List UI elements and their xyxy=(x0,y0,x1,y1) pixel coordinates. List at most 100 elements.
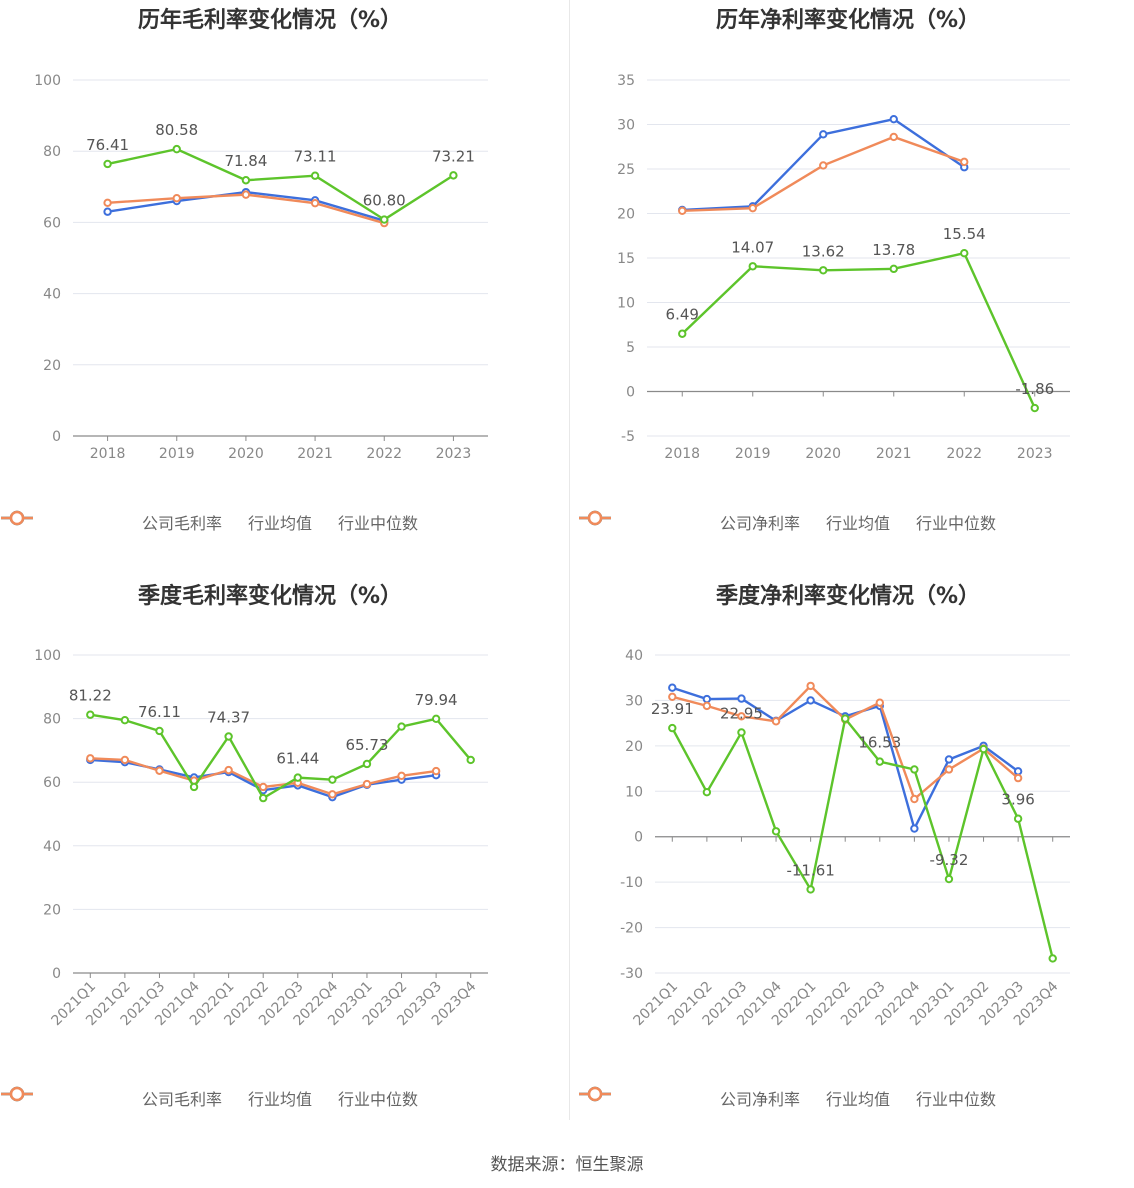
data-point[interactable] xyxy=(889,264,898,274)
data-point[interactable] xyxy=(678,329,687,338)
legend-item[interactable]: 公司净利率 xyxy=(579,1086,800,1110)
legend-item[interactable]: 行业中位数 xyxy=(1,510,418,534)
data-point[interactable] xyxy=(120,715,130,725)
data-point[interactable] xyxy=(1013,767,1023,776)
data-point[interactable] xyxy=(979,744,988,754)
data-point[interactable] xyxy=(910,824,919,833)
data-point[interactable] xyxy=(771,717,781,726)
data-point[interactable] xyxy=(362,759,372,769)
data-point[interactable] xyxy=(1013,773,1023,783)
data-point[interactable] xyxy=(328,775,337,784)
data-point[interactable] xyxy=(737,712,746,721)
legend-item[interactable]: 公司毛利率 xyxy=(1,1086,222,1110)
annual-gross-margin-chart: 0 20 40 60 80 100 2018 2019 2020 2021 2022 2023 76.4… xyxy=(34,73,488,462)
data-point[interactable] xyxy=(910,794,919,804)
data-point[interactable] xyxy=(397,771,406,781)
data-point[interactable] xyxy=(875,757,884,766)
data-point[interactable] xyxy=(944,874,954,884)
x-tick-label: 2022 xyxy=(946,446,982,462)
data-point[interactable] xyxy=(189,782,199,792)
data-point[interactable] xyxy=(668,692,677,701)
x-tick-label: 2023 xyxy=(1017,446,1053,462)
data-point[interactable] xyxy=(960,157,969,167)
legend-item[interactable]: 行业中位数 xyxy=(1,1086,418,1110)
data-point[interactable] xyxy=(86,754,95,763)
data-point[interactable] xyxy=(328,790,337,799)
legend-line-marker-icon xyxy=(579,1086,611,1102)
chart-legend[interactable]: 公司毛利率 行业均值 行业中位数 xyxy=(0,510,560,534)
data-point[interactable] xyxy=(889,114,898,124)
data-point[interactable] xyxy=(241,190,251,199)
chart-legend[interactable]: 公司净利率 行业均值 行业中位数 xyxy=(578,1086,1134,1110)
data-point[interactable] xyxy=(889,132,898,142)
data-point[interactable] xyxy=(172,144,181,154)
data-point[interactable] xyxy=(910,765,919,774)
data-point[interactable] xyxy=(172,193,181,203)
data-point[interactable] xyxy=(737,728,746,737)
data-point[interactable] xyxy=(702,701,712,711)
data-point[interactable] xyxy=(771,827,781,836)
legend-item[interactable]: 行业均值 xyxy=(579,1086,890,1110)
data-point[interactable] xyxy=(155,766,164,775)
data-point[interactable] xyxy=(1030,403,1039,413)
data-point[interactable] xyxy=(702,694,712,704)
data-point[interactable] xyxy=(449,171,458,180)
data-point[interactable] xyxy=(702,787,712,797)
data-point[interactable] xyxy=(397,722,406,731)
data-point[interactable] xyxy=(224,765,233,775)
data-point[interactable] xyxy=(431,766,441,776)
legend-item[interactable]: 行业中位数 xyxy=(579,510,996,534)
data-point[interactable] xyxy=(875,698,884,707)
data-point[interactable] xyxy=(806,885,815,894)
y-tick-label: 80 xyxy=(43,712,61,728)
legend-item[interactable]: 行业均值 xyxy=(1,510,312,534)
data-point[interactable] xyxy=(241,176,251,185)
data-point[interactable] xyxy=(1013,814,1023,823)
data-point[interactable] xyxy=(259,782,268,792)
data-point[interactable] xyxy=(668,683,677,692)
data-point[interactable] xyxy=(293,773,302,782)
data-point[interactable] xyxy=(310,198,320,208)
legend-item[interactable]: 行业中位数 xyxy=(579,1086,996,1110)
data-point[interactable] xyxy=(806,681,815,691)
data-point[interactable] xyxy=(748,262,757,271)
data-point[interactable] xyxy=(944,765,954,774)
chart-legend[interactable]: 公司毛利率 行业均值 行业中位数 xyxy=(0,1086,560,1110)
data-point[interactable] xyxy=(103,207,112,216)
legend-item[interactable]: 公司净利率 xyxy=(579,510,800,534)
data-point[interactable] xyxy=(380,215,389,224)
data-point[interactable] xyxy=(819,266,828,275)
chart-panel-annual-net: -5 0 5 10 15 20 25 30 35 2018 2019 2020 2021 2022 2023… xyxy=(578,0,1134,570)
data-point[interactable] xyxy=(120,755,130,765)
data-point[interactable] xyxy=(103,198,112,208)
data-point[interactable] xyxy=(310,171,320,180)
data-point[interactable] xyxy=(748,203,757,213)
data-point[interactable] xyxy=(103,159,112,169)
data-point[interactable] xyxy=(737,694,746,703)
data-point[interactable] xyxy=(155,726,164,736)
data-point[interactable] xyxy=(806,696,815,705)
data-point[interactable] xyxy=(819,161,828,170)
legend-item[interactable]: 行业均值 xyxy=(579,510,890,534)
data-point[interactable] xyxy=(259,793,268,803)
legend-label: 行业均值 xyxy=(247,514,312,533)
data-point[interactable] xyxy=(466,755,475,765)
legend-item[interactable]: 行业均值 xyxy=(1,1086,312,1110)
data-point[interactable] xyxy=(678,206,687,216)
data-point[interactable] xyxy=(362,779,372,789)
data-point[interactable] xyxy=(960,248,969,258)
data-point[interactable] xyxy=(224,732,233,741)
legend-item[interactable]: 公司毛利率 xyxy=(1,510,222,534)
legend-label: 公司毛利率 xyxy=(141,514,222,533)
data-point[interactable] xyxy=(86,710,95,719)
data-point[interactable] xyxy=(1048,954,1057,963)
data-point[interactable] xyxy=(431,714,441,723)
data-point[interactable] xyxy=(668,723,677,733)
data-point[interactable] xyxy=(944,755,954,764)
data-point[interactable] xyxy=(841,714,850,723)
chart-title: 季度毛利率变化情况（%） xyxy=(137,584,403,609)
chart-legend[interactable]: 公司净利率 行业均值 行业中位数 xyxy=(578,510,1134,534)
data-point[interactable] xyxy=(819,130,828,139)
y-tick-label: 0 xyxy=(52,966,61,982)
y-tick-label: 100 xyxy=(34,73,61,89)
